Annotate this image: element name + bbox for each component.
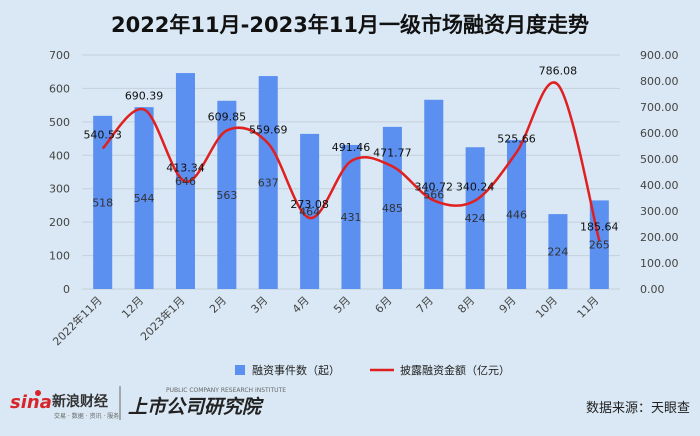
bar-value-label: 646 (175, 175, 196, 188)
bar-value-label: 224 (547, 246, 568, 259)
institute-en: PUBLIC COMPANY RESEARCH INSTITUTE (166, 387, 286, 394)
line-value-label: 340.72 (415, 180, 454, 193)
bar-value-label: 566 (423, 188, 444, 201)
bar (258, 76, 278, 289)
right-tick-label: 700.00 (640, 101, 679, 114)
left-axis: 0 100 200 300 400 500 600 700 (49, 49, 70, 296)
line-value-label: 491.46 (332, 141, 371, 154)
bar (341, 144, 361, 289)
bar (548, 214, 568, 289)
bar (465, 147, 485, 289)
bar (93, 115, 113, 289)
line-series (101, 81, 601, 242)
x-tick-label: 6月 (373, 294, 395, 316)
sina-finance-tags: 交易 · 数据 · 资讯 · 服务 (54, 412, 119, 420)
bar (134, 107, 154, 289)
bar (382, 126, 402, 289)
bar (507, 139, 527, 289)
legend-swatch-bar (235, 365, 245, 375)
bar-value-label: 563 (216, 189, 237, 202)
bar-value-label: 265 (589, 239, 610, 252)
right-tick-label: 800.00 (640, 75, 679, 88)
x-tick-label: 11月 (575, 294, 602, 321)
institute-name: 上市公司研究院 (128, 396, 264, 418)
left-tick-label: 300 (49, 183, 70, 196)
right-tick-label: 100.00 (640, 257, 679, 270)
x-tick-label: 10月 (533, 294, 560, 321)
bar-data-labels: 518 544 646 563 637 464 431 485 566 424 446 224 265 (92, 175, 610, 259)
bar-value-label: 424 (465, 212, 486, 225)
bar-value-label: 464 (299, 205, 320, 218)
right-tick-label: 400.00 (640, 179, 679, 192)
left-tick-label: 500 (49, 116, 70, 129)
right-tick-label: 600.00 (640, 127, 679, 140)
left-tick-label: 600 (49, 82, 70, 95)
line-value-label: 690.39 (125, 89, 164, 102)
chart-title: 2022年11月-2023年11月一级市场融资月度走势 (111, 13, 589, 37)
legend: 融资事件数（起） 披露融资金额（亿元） (235, 363, 510, 377)
line-path (101, 81, 601, 242)
x-tick-label: 3月 (248, 294, 270, 316)
bar (217, 100, 237, 289)
left-tick-label: 400 (49, 149, 70, 162)
right-axis: 0.00 100.00 200.00 300.00 400.00 500.00 600.00… (640, 49, 679, 296)
left-tick-label: 200 (49, 216, 70, 229)
sina-finance-name: 新浪财经 (52, 393, 108, 410)
bar (300, 133, 320, 289)
x-tick-label: 5月 (331, 294, 353, 316)
bar-value-label: 518 (92, 196, 113, 209)
line-value-label: 609.85 (208, 110, 247, 123)
line-value-label: 559.69 (249, 123, 288, 136)
left-tick-label: 700 (49, 49, 70, 62)
bar-series (93, 73, 609, 290)
right-tick-label: 200.00 (640, 231, 679, 244)
data-source: 数据来源：天眼查 (586, 401, 690, 416)
x-tick-label: 9月 (497, 294, 519, 316)
left-tick-label: 100 (49, 250, 70, 263)
right-tick-label: 0.00 (640, 283, 665, 296)
left-tick-label: 0 (63, 283, 70, 296)
bar-value-label: 431 (341, 211, 362, 224)
bar-value-label: 446 (506, 208, 527, 221)
line-value-label: 525.66 (497, 132, 536, 145)
x-tick-label: 12月 (119, 294, 146, 321)
bar-value-label: 637 (258, 177, 279, 190)
bar-value-label: 544 (134, 192, 155, 205)
x-tick-label: 7月 (414, 294, 436, 316)
right-tick-label: 900.00 (640, 49, 679, 62)
x-tick-label: 2022年11月 (50, 293, 105, 348)
line-value-label: 786.08 (539, 65, 578, 78)
research-institute-logo: 上市公司研究院 PUBLIC COMPANY RESEARCH INSTITUT… (128, 387, 286, 418)
right-tick-label: 500.00 (640, 153, 679, 166)
line-value-label: 273.08 (290, 198, 329, 211)
legend-label-line: 披露融资金额（亿元） (400, 363, 510, 377)
legend-label-bar: 融资事件数（起） (252, 364, 340, 377)
line-value-label: 540.53 (83, 128, 122, 141)
bar-value-label: 485 (382, 202, 403, 215)
line-value-label: 185.64 (580, 221, 619, 234)
line-value-label: 340.24 (456, 181, 495, 194)
sina-finance-logo: sina 新浪财经 交易 · 数据 · 资讯 · 服务 (10, 390, 119, 420)
x-tick-label: 8月 (455, 294, 477, 316)
x-tick-label: 2023年1月 (137, 293, 187, 343)
x-tick-label: 4月 (290, 294, 312, 316)
eye-icon (35, 390, 41, 396)
line-value-label: 413.34 (166, 162, 205, 175)
x-tick-label: 2月 (207, 294, 229, 316)
line-value-label: 471.77 (373, 146, 412, 159)
sina-logo-mark: sina (10, 392, 52, 413)
bar (424, 99, 444, 290)
right-tick-label: 300.00 (640, 205, 679, 218)
